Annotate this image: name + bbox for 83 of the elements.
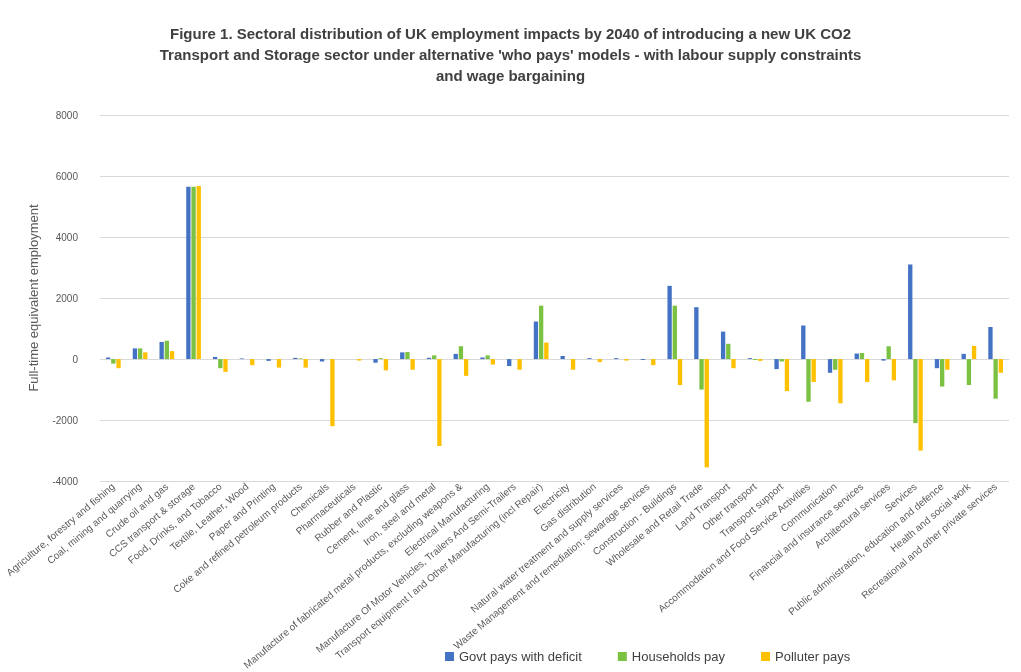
bar <box>191 186 196 360</box>
bar <box>196 186 201 360</box>
bar <box>132 348 138 360</box>
y-tick-label: 6000 <box>55 170 79 182</box>
legend-label: Households pay <box>631 649 726 664</box>
bar <box>945 359 950 370</box>
bar <box>405 352 410 360</box>
bar <box>988 327 993 360</box>
bar <box>159 341 164 360</box>
bar <box>720 331 726 360</box>
bar <box>774 359 779 370</box>
legend-label: Polluter pays <box>775 649 851 664</box>
bar <box>971 345 977 360</box>
bar <box>838 359 843 404</box>
bar <box>731 359 736 369</box>
bar <box>940 359 945 387</box>
bar <box>913 359 918 424</box>
bar <box>811 359 816 382</box>
bar <box>507 359 512 367</box>
bar <box>485 355 490 360</box>
bar <box>544 342 549 360</box>
bar <box>533 321 539 360</box>
bar <box>463 359 469 376</box>
y-tick-label: -4000 <box>52 475 79 487</box>
bar <box>330 359 335 427</box>
bar <box>864 359 870 382</box>
bar <box>961 353 966 360</box>
bar <box>726 343 731 360</box>
bar <box>143 352 148 360</box>
y-tick-label: -2000 <box>52 414 79 426</box>
bar <box>993 359 998 399</box>
bar <box>806 359 811 402</box>
y-tick-label: 4000 <box>55 231 79 243</box>
bar <box>918 359 923 451</box>
bar <box>886 346 891 360</box>
bar <box>458 346 464 360</box>
bar <box>699 359 704 390</box>
bar <box>453 353 458 360</box>
bar <box>223 359 228 372</box>
bar <box>437 359 442 446</box>
bar <box>827 359 833 373</box>
bar <box>908 264 913 360</box>
y-axis-title: Full-time equivalent employment <box>26 204 41 392</box>
bar <box>859 352 865 360</box>
bar <box>651 359 656 366</box>
y-tick-label: 8000 <box>55 109 79 121</box>
bar <box>667 285 672 360</box>
bar <box>704 359 709 468</box>
bar <box>116 359 121 369</box>
bar <box>517 359 522 370</box>
bar <box>833 359 838 370</box>
bar <box>560 356 565 360</box>
bar <box>891 359 897 381</box>
y-tick-label: 2000 <box>55 292 79 304</box>
bar <box>966 359 972 385</box>
bar <box>784 359 790 392</box>
bar <box>672 305 677 360</box>
bar <box>432 355 437 360</box>
bar <box>186 186 191 360</box>
bar <box>570 359 576 370</box>
bar <box>373 359 378 363</box>
bar <box>677 359 683 385</box>
bar <box>694 307 699 360</box>
bar <box>597 359 602 363</box>
bar <box>276 359 282 368</box>
bar <box>218 359 223 369</box>
bar <box>383 359 389 371</box>
bar <box>250 359 255 366</box>
chart-title: Figure 1. Sectoral distribution of UK employment impacts by 2040 of introducing a new UK CO2 Transport and Storage sector under alternative 'who pays' models - with labour supply constraints and wage bargaining <box>159 25 862 84</box>
bar <box>998 359 1003 373</box>
bar <box>169 351 175 360</box>
bar <box>410 359 415 370</box>
bar <box>111 359 116 364</box>
bar <box>490 359 496 365</box>
bar <box>538 305 544 360</box>
legend-label: Govt pays with deficit <box>459 649 583 664</box>
bar <box>801 325 806 360</box>
bar <box>137 348 143 360</box>
bar <box>934 359 940 369</box>
bar <box>303 359 308 368</box>
bar <box>400 352 405 360</box>
bar <box>164 340 169 360</box>
y-tick-label: 0 <box>72 353 79 365</box>
